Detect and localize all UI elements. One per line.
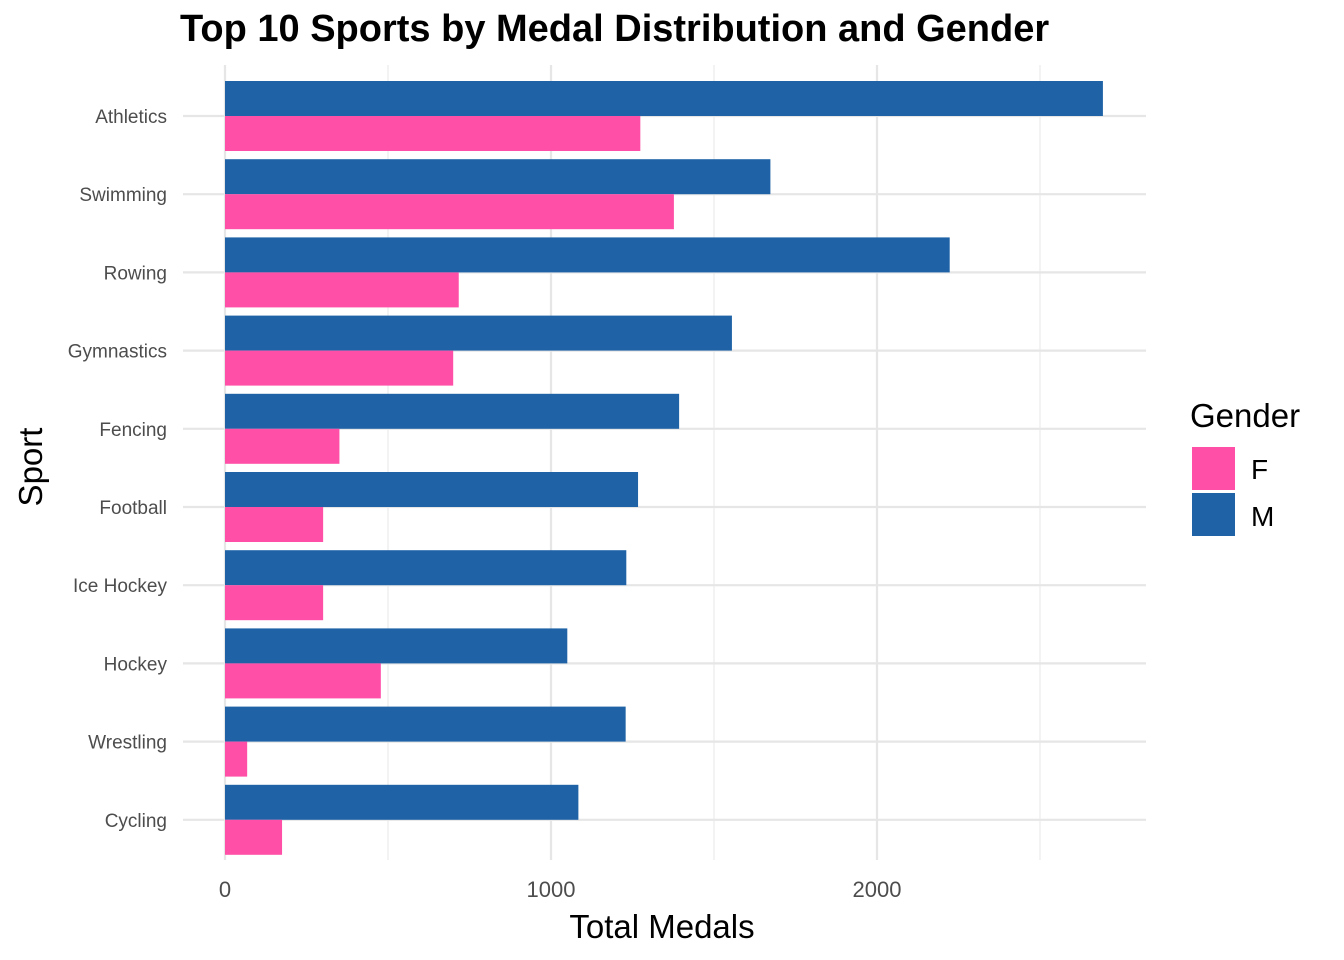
bar-m-cycling — [225, 784, 579, 820]
bar-f-hockey — [225, 663, 381, 699]
bar-m-gymnastics — [225, 315, 732, 351]
y-tick-label: Rowing — [104, 263, 167, 284]
legend-swatch-m — [1192, 493, 1235, 536]
chart-title: Top 10 Sports by Medal Distribution and … — [180, 8, 1050, 50]
bar-f-wrestling — [225, 741, 248, 777]
y-tick-label: Football — [99, 498, 167, 519]
bar-m-fencing — [225, 393, 680, 429]
y-tick-labels: Athletics Swimming Rowing Gymnastics Fencing… — [68, 107, 168, 832]
bar-f-swimming — [225, 194, 674, 230]
bar-f-football — [225, 507, 324, 542]
x-tick-label: 0 — [219, 877, 231, 902]
x-tick-label: 1000 — [527, 877, 576, 902]
legend-title: Gender — [1190, 397, 1300, 434]
bar-f-athletics — [225, 116, 641, 151]
legend-label-f: F — [1251, 454, 1268, 485]
bar-m-ice-hockey — [225, 550, 627, 586]
x-axis-title: Total Medals — [569, 908, 754, 945]
bar-m-hockey — [225, 628, 568, 664]
y-tick-label: Swimming — [79, 185, 167, 206]
y-tick-label: Fencing — [99, 420, 167, 441]
x-tick-labels: 0 1000 2000 — [219, 877, 902, 902]
bar-m-wrestling — [225, 706, 626, 742]
y-tick-label: Gymnastics — [68, 342, 167, 363]
y-tick-label: Ice Hockey — [73, 576, 167, 597]
x-tick-label: 2000 — [853, 877, 902, 902]
y-tick-label: Cycling — [105, 811, 167, 832]
legend-swatch-f — [1192, 447, 1235, 490]
bar-f-fencing — [225, 428, 340, 464]
bar-f-ice-hockey — [225, 585, 324, 621]
legend-label-m: M — [1251, 501, 1274, 532]
bar-m-rowing — [225, 237, 950, 273]
bar-m-swimming — [225, 159, 771, 195]
y-tick-label: Athletics — [95, 107, 167, 128]
bar-m-athletics — [225, 81, 1103, 116]
bar-m-football — [225, 472, 639, 507]
bar-f-cycling — [225, 819, 283, 855]
bar-layer — [225, 81, 1103, 855]
y-axis-title: Sport — [12, 428, 49, 507]
legend: Gender F M — [1190, 397, 1300, 536]
y-tick-label: Hockey — [104, 654, 168, 675]
y-tick-label: Wrestling — [88, 733, 167, 754]
bar-f-rowing — [225, 272, 459, 308]
bar-f-gymnastics — [225, 350, 454, 386]
